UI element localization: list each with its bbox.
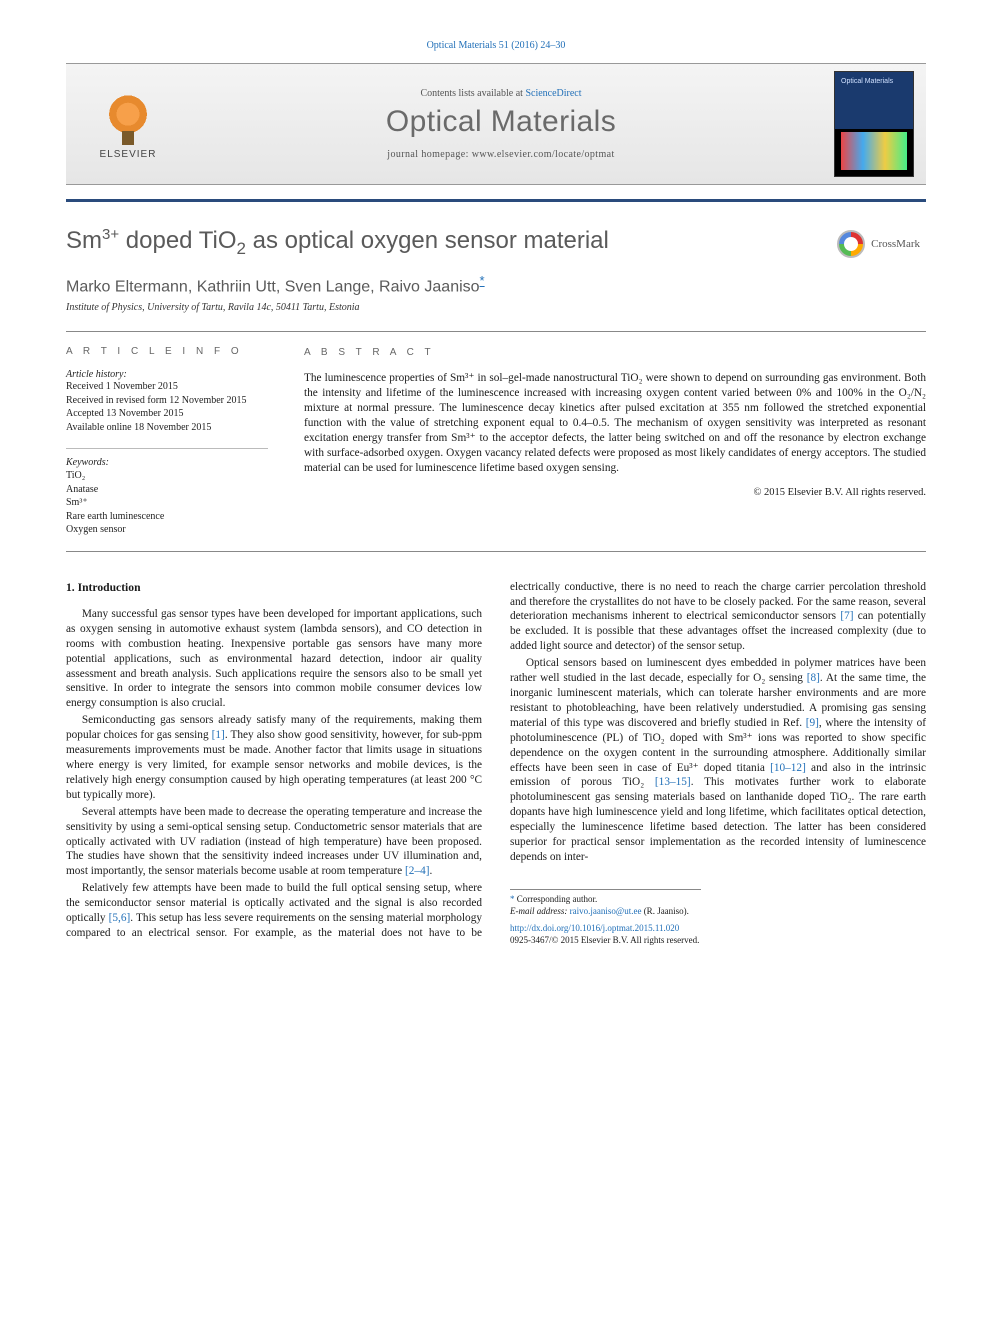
cover-title: Optical Materials: [841, 78, 893, 85]
contents-line: Contents lists available at ScienceDirec…: [180, 88, 822, 99]
citation-link[interactable]: [7]: [840, 610, 853, 622]
abstract-copyright: © 2015 Elsevier B.V. All rights reserved…: [304, 486, 926, 500]
journal-banner: ELSEVIER Contents lists available at Sci…: [66, 63, 926, 185]
body-columns: 1. Introduction Many successful gas sens…: [66, 580, 926, 947]
keyword: Sm³⁺: [66, 496, 268, 510]
homepage-prefix: journal homepage:: [387, 149, 471, 160]
citation-link[interactable]: [13–15]: [655, 776, 691, 788]
corr-author-note: Corresponding author.: [517, 894, 598, 904]
corr-author-mark[interactable]: *: [480, 273, 485, 288]
citation-link[interactable]: [1]: [212, 729, 225, 741]
crossmark-label: CrossMark: [871, 238, 920, 250]
footnotes: * Corresponding author. E-mail address: …: [510, 889, 701, 947]
homepage-line: journal homepage: www.elsevier.com/locat…: [180, 149, 822, 160]
doi-link[interactable]: http://dx.doi.org/10.1016/j.optmat.2015.…: [510, 923, 679, 933]
crossmark-widget[interactable]: CrossMark: [837, 226, 926, 258]
article-title: Sm3+ doped TiO2 as optical oxygen sensor…: [66, 226, 837, 259]
paragraph: Several attempts have been made to decre…: [66, 805, 482, 880]
keyword: TiO₂: [66, 469, 268, 483]
history-line: Received 1 November 2015: [66, 380, 268, 394]
citation-link[interactable]: [9]: [806, 717, 819, 729]
abstract-heading: A B S T R A C T: [304, 346, 926, 359]
paragraph: Many successful gas sensor types have be…: [66, 607, 482, 711]
doc-reference: Optical Materials 51 (2016) 24–30: [66, 40, 926, 51]
journal-title: Optical Materials: [180, 105, 822, 139]
cover-image-icon: [841, 132, 907, 170]
history-label: Article history:: [66, 369, 268, 380]
citation-link[interactable]: [2–4]: [405, 865, 429, 877]
accent-rule: [66, 199, 926, 202]
contents-prefix: Contents lists available at: [420, 88, 525, 99]
keyword: Rare earth luminescence: [66, 510, 268, 524]
history-line: Accepted 13 November 2015: [66, 407, 268, 421]
citation-link[interactable]: [8]: [807, 672, 820, 684]
banner-right: Optical Materials: [826, 63, 926, 185]
email-name: (R. Jaaniso).: [641, 906, 689, 916]
info-abstract-block: A R T I C L E I N F O Article history: R…: [66, 331, 926, 552]
affiliation: Institute of Physics, University of Tart…: [66, 302, 837, 313]
keywords-label: Keywords:: [66, 457, 268, 468]
elsevier-tree-icon: [101, 89, 155, 145]
issn-line: 0925-3467/© 2015 Elsevier B.V. All right…: [510, 935, 701, 947]
paragraph: Semiconducting gas sensors already satis…: [66, 713, 482, 802]
keyword: Oxygen sensor: [66, 523, 268, 537]
homepage-url: www.elsevier.com/locate/optmat: [472, 149, 615, 160]
publisher-name: ELSEVIER: [100, 149, 157, 160]
paragraph: Optical sensors based on luminescent dye…: [510, 656, 926, 865]
sciencedirect-link[interactable]: ScienceDirect: [525, 88, 581, 99]
citation-link[interactable]: [10–12]: [770, 762, 806, 774]
abstract: A B S T R A C T The luminescence propert…: [282, 332, 926, 551]
section-heading: 1. Introduction: [66, 580, 482, 595]
publisher-logo-block: ELSEVIER: [66, 89, 176, 160]
info-heading: A R T I C L E I N F O: [66, 346, 268, 357]
article-info: A R T I C L E I N F O Article history: R…: [66, 332, 282, 551]
authors: Marko Eltermann, Kathriin Utt, Sven Lang…: [66, 273, 837, 296]
author-list: Marko Eltermann, Kathriin Utt, Sven Lang…: [66, 278, 480, 295]
keyword: Anatase: [66, 483, 268, 497]
crossmark-icon: [837, 230, 865, 258]
citation-link[interactable]: [5,6]: [109, 912, 131, 924]
footnote-star-icon: *: [510, 894, 517, 904]
page-footer: http://dx.doi.org/10.1016/j.optmat.2015.…: [510, 923, 701, 946]
abstract-text: The luminescence properties of Sm³⁺ in s…: [304, 371, 926, 475]
banner-center: Contents lists available at ScienceDirec…: [176, 80, 826, 168]
history-line: Available online 18 November 2015: [66, 421, 268, 435]
email-label: E-mail address:: [510, 906, 570, 916]
email-link[interactable]: raivo.jaaniso@ut.ee: [570, 906, 642, 916]
journal-cover-thumb: Optical Materials: [834, 71, 914, 177]
history-line: Received in revised form 12 November 201…: [66, 394, 268, 408]
